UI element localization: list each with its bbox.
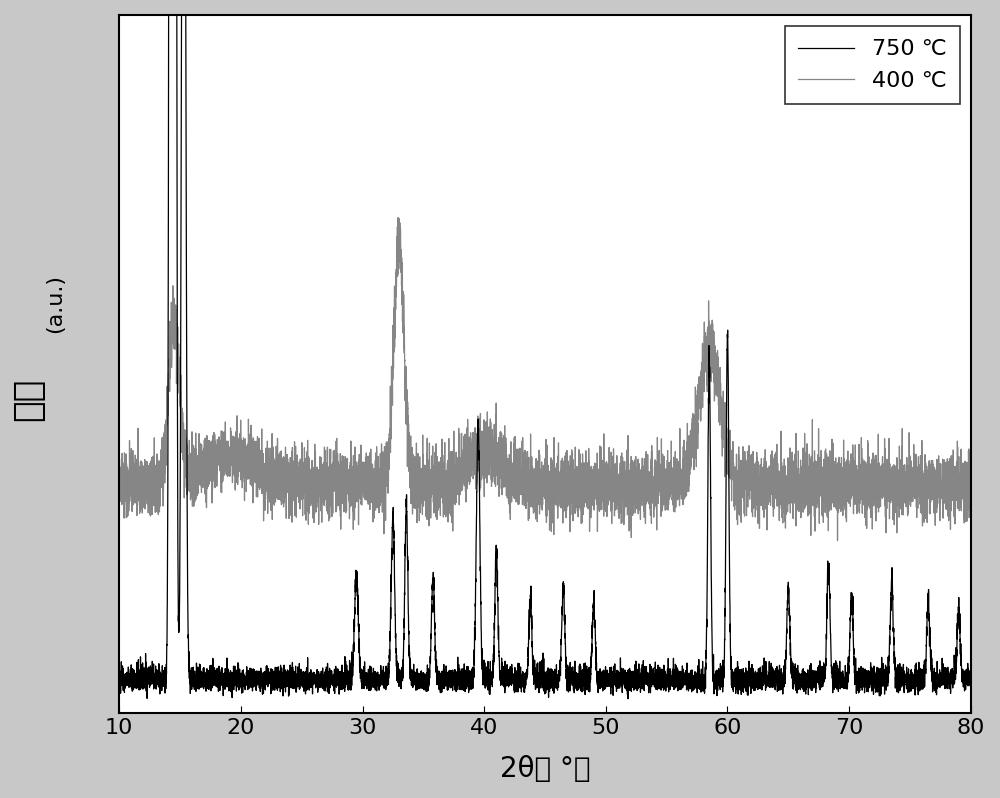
400 ℃ [790, 521, 802, 531]
400 ℃ [392, 213, 404, 223]
400 ℃ [156, 434, 168, 444]
750 ℃ [113, 678, 125, 687]
Legend: 750 ℃, 400 ℃: 750 ℃, 400 ℃ [785, 26, 960, 104]
400 ℃ [422, 487, 434, 496]
750 ℃ [745, 674, 757, 684]
Line: 400 ℃: 400 ℃ [119, 218, 971, 540]
750 ℃ [654, 675, 666, 685]
750 ℃ [617, 676, 629, 685]
400 ℃ [654, 473, 666, 483]
400 ℃ [617, 472, 629, 482]
750 ℃ [965, 666, 977, 676]
400 ℃ [745, 462, 757, 472]
750 ℃ [422, 667, 434, 677]
Text: (a.u.): (a.u.) [45, 274, 65, 333]
400 ℃ [965, 466, 977, 476]
X-axis label: 2θ（ °）: 2θ（ °） [500, 755, 590, 783]
750 ℃ [622, 694, 634, 704]
400 ℃ [832, 535, 844, 545]
Line: 750 ℃: 750 ℃ [119, 0, 971, 699]
400 ℃ [113, 479, 125, 488]
750 ℃ [156, 676, 168, 685]
750 ℃ [790, 681, 802, 690]
Text: 强度: 强度 [11, 377, 45, 421]
